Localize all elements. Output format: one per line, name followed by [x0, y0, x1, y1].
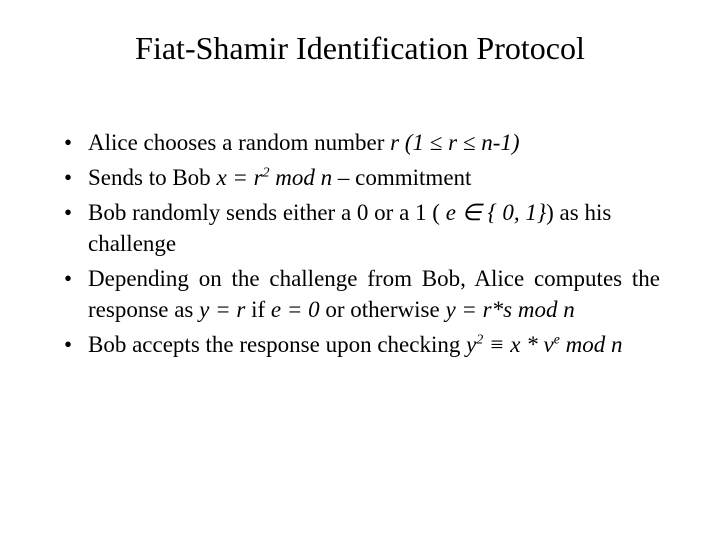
set: { 0, 1}	[482, 200, 546, 225]
bullet-dot: •	[60, 197, 88, 259]
text: Alice chooses a random number	[88, 130, 390, 155]
expr: y = r	[199, 297, 245, 322]
text: if	[245, 297, 271, 322]
element-of: ∈	[462, 200, 482, 225]
bullet-text: Sends to Bob x = r2 mod n – commitment	[88, 162, 660, 193]
leq: ≤	[430, 130, 443, 155]
var-r: r (1	[390, 130, 430, 155]
var-x: x	[510, 332, 526, 357]
bullet-1: • Alice chooses a random number r (1 ≤ r…	[60, 127, 660, 158]
slide-title: Fiat-Shamir Identification Protocol	[60, 30, 660, 67]
var-n: n-1)	[475, 130, 519, 155]
bullet-4: • Depending on the challenge from Bob, A…	[60, 263, 660, 325]
expr: y = r*s mod n	[445, 297, 574, 322]
bullet-2: • Sends to Bob x = r2 mod n – commitment	[60, 162, 660, 193]
expr: x = r	[216, 165, 262, 190]
var-y: y	[466, 332, 476, 357]
superscript: 2	[263, 164, 270, 179]
times: *	[526, 332, 538, 357]
var-r: r	[442, 130, 462, 155]
bullet-text: Bob randomly sends either a 0 or a 1 ( e…	[88, 197, 660, 259]
slide-body: • Alice chooses a random number r (1 ≤ r…	[60, 127, 660, 360]
expr: mod n	[270, 165, 333, 190]
expr: mod n	[560, 332, 623, 357]
bullet-dot: •	[60, 127, 88, 158]
congruent: ≡	[483, 332, 510, 357]
expr: e = 0	[271, 297, 320, 322]
text: Bob accepts the response upon checking	[88, 332, 466, 357]
text: – commitment	[332, 165, 471, 190]
bullet-3: • Bob randomly sends either a 0 or a 1 (…	[60, 197, 660, 259]
bullet-dot: •	[60, 329, 88, 360]
bullet-text: Depending on the challenge from Bob, Ali…	[88, 263, 660, 325]
bullet-dot: •	[60, 162, 88, 193]
bullet-text: Alice chooses a random number r (1 ≤ r ≤…	[88, 127, 660, 158]
bullet-5: • Bob accepts the response upon checking…	[60, 329, 660, 360]
var-e: e	[446, 200, 462, 225]
bullet-dot: •	[60, 263, 88, 325]
text: Sends to Bob	[88, 165, 216, 190]
text: Bob randomly sends either a 0 or a 1 (	[88, 200, 446, 225]
slide: Fiat-Shamir Identification Protocol • Al…	[0, 0, 720, 540]
bullet-text: Bob accepts the response upon checking y…	[88, 329, 660, 360]
text: or otherwise	[320, 297, 446, 322]
var-v: v	[538, 332, 554, 357]
leq: ≤	[463, 130, 476, 155]
